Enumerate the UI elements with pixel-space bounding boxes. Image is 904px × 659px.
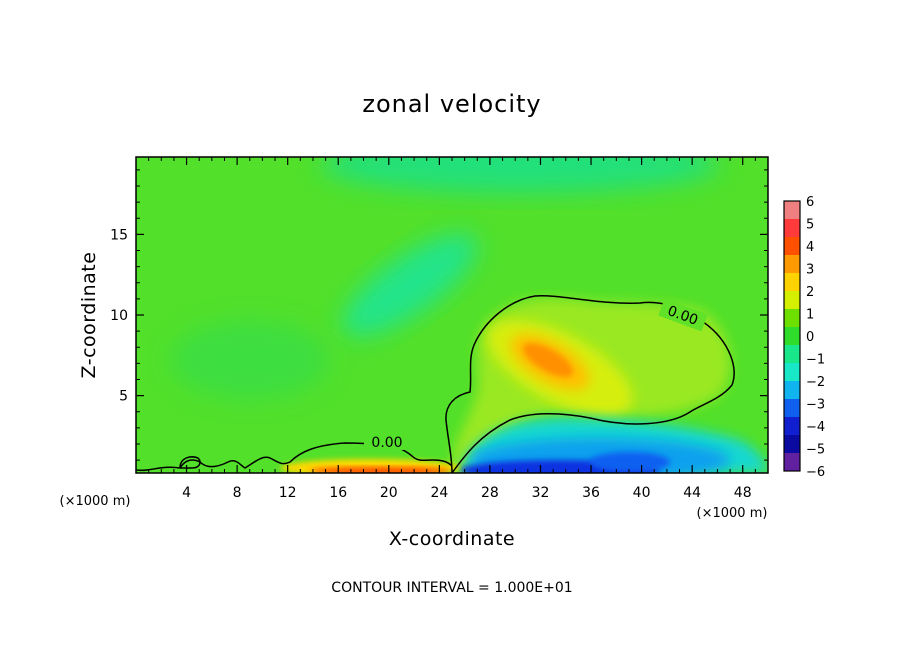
colorbar-swatch (784, 399, 800, 418)
small-zero-contour (179, 456, 201, 469)
colorbar-swatch (784, 381, 800, 400)
colorbar-swatch (784, 363, 800, 382)
colorbar-label: 0 (806, 330, 814, 345)
colorbar-label: −6 (806, 465, 825, 480)
colorbar-label: −5 (806, 443, 825, 458)
colorbar: 6 5 4 3 2 1 0 −1 −2 −3 −4 −5 −6 (783, 195, 825, 480)
x-tick-label: 16 (329, 485, 347, 501)
colorbar-swatch (784, 291, 800, 310)
x-tick-label: 44 (683, 485, 701, 501)
left-negative-area (170, 320, 330, 400)
colorbar-label: −1 (806, 353, 825, 368)
colorbar-swatch (784, 453, 800, 472)
colorbar-swatch (784, 237, 800, 256)
colorbar-swatch (784, 309, 800, 328)
x-tick-label: 24 (430, 485, 448, 501)
colorbar-swatch (784, 435, 800, 454)
x-axis: 4 8 12 16 20 24 28 32 36 40 44 48 (148, 157, 756, 501)
surface-positive-band (310, 467, 450, 473)
x-tick-label: 12 (279, 485, 297, 501)
y-axis: 5 10 15 (110, 169, 768, 461)
colorbar-swatch (784, 327, 800, 346)
colorbar-label: 4 (806, 240, 814, 255)
x-tick-label: 4 (182, 485, 191, 501)
colorbar-label: −4 (806, 420, 825, 435)
colorbar-label: 5 (806, 218, 814, 233)
jet-core (523, 343, 573, 377)
upper-negative-tongue (342, 233, 478, 337)
colorbar-swatch (784, 255, 800, 274)
colorbar-swatch (784, 201, 800, 220)
colorbar-swatch (784, 345, 800, 364)
x-tick-label: 36 (582, 485, 600, 501)
x-tick-label: 40 (633, 485, 651, 501)
x-unit-right: (×1000 m) (697, 506, 768, 521)
x-tick-label: 8 (233, 485, 242, 501)
chart-title: zonal velocity (362, 90, 541, 118)
contour-label-lower: 0.00 (371, 435, 402, 451)
y-tick-label: 15 (110, 227, 128, 243)
x-tick-label: 28 (481, 485, 499, 501)
colorbar-swatch (784, 219, 800, 238)
colorbar-label: 3 (806, 263, 814, 278)
colorbar-label: 6 (806, 195, 814, 210)
x-axis-title: X-coordinate (389, 528, 515, 550)
x-tick-label: 20 (380, 485, 398, 501)
colorbar-label: 1 (806, 308, 814, 323)
colorbar-label: −3 (806, 398, 825, 413)
lower-zero-contour (136, 442, 453, 472)
colorbar-frame (783, 200, 801, 472)
colorbar-swatch (784, 417, 800, 436)
colorbar-label: 2 (806, 285, 814, 300)
x-unit-left: (×1000 m) (60, 494, 131, 509)
contour-interval-note: CONTOUR INTERVAL = 1.000E+01 (331, 580, 572, 596)
y-tick-label: 10 (110, 308, 128, 324)
negative-lowlevel-core-2 (590, 452, 670, 472)
y-tick-label: 5 (119, 389, 128, 405)
x-tick-label: 32 (532, 485, 550, 501)
upper-negative-band (320, 157, 720, 193)
colorbar-label: −2 (806, 375, 825, 390)
y-axis-title: Z-coordinate (78, 252, 100, 379)
x-tick-label: 48 (734, 485, 752, 501)
colorbar-swatch (784, 273, 800, 292)
